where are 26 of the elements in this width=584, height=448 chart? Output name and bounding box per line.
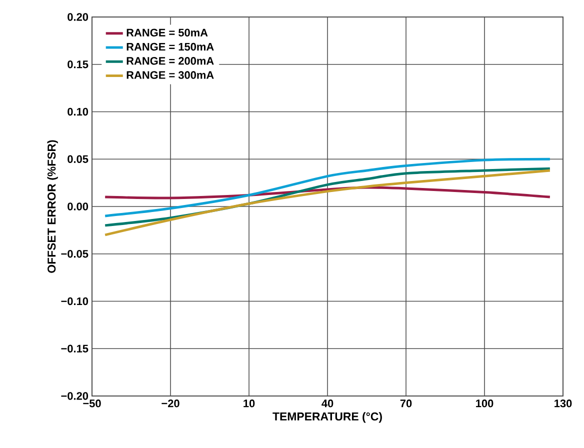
x-tick-label: 100 [476,400,494,408]
legend-label: RANGE = 200mA [126,57,214,65]
y-tick-label: 0.15 [68,60,88,68]
y-tick-label: −0.20 [61,392,88,400]
x-tick-label: 130 [554,400,572,408]
legend-label: RANGE = 150mA [126,42,214,51]
x-axis-title: TEMPERATURE (°C) [272,412,382,423]
y-axis-title: OFFSET ERROR (%FSR) [47,140,58,273]
y-tick-label: 0.10 [68,108,88,116]
y-tick-label: 0.20 [68,13,88,21]
legend-label: RANGE = 300mA [126,71,214,79]
y-tick-label: −0.05 [61,250,88,258]
x-tick-label: −20 [162,400,180,408]
line-series [104,186,552,200]
y-tick-label: 0.05 [68,155,88,163]
y-tick-label: 0.00 [68,202,88,210]
line-series [104,158,552,218]
x-tick-label: 40 [322,400,334,408]
x-tick-label: 10 [244,400,255,408]
y-tick-label: −0.15 [61,344,88,352]
x-tick-label: −50 [83,400,101,408]
line-series [104,169,552,236]
line-series [104,167,552,227]
legend-label: RANGE = 50mA [126,28,208,37]
x-tick-label: 70 [400,400,412,408]
y-tick-label: −0.10 [61,297,88,306]
